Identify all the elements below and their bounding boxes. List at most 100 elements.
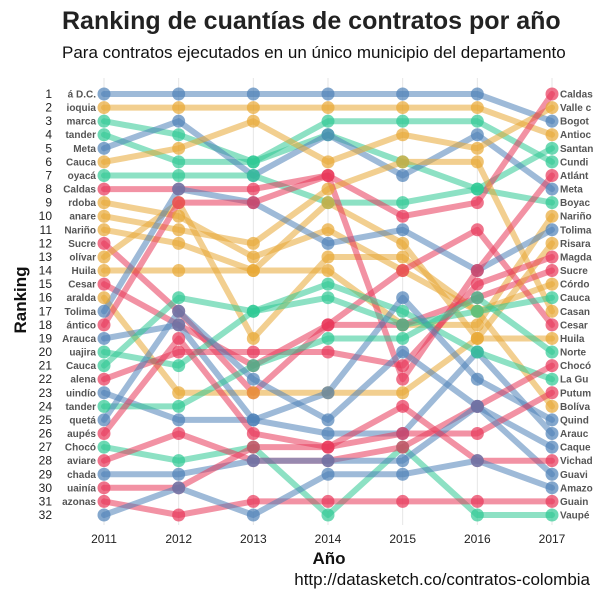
right-series-label: Cauca	[560, 293, 590, 304]
rank-tick-label: 30	[39, 481, 53, 495]
right-series-label: Boyac	[560, 198, 590, 209]
data-point	[470, 182, 484, 196]
data-point	[172, 399, 186, 413]
data-point	[321, 508, 335, 522]
data-point	[97, 386, 111, 400]
rank-tick-label: 6	[45, 155, 52, 169]
data-point	[321, 250, 335, 264]
data-point	[246, 413, 260, 427]
data-point	[97, 168, 111, 182]
data-point	[545, 155, 559, 169]
rank-tick-label: 14	[39, 264, 53, 278]
data-point	[545, 182, 559, 196]
rank-tick-label: 31	[39, 494, 53, 508]
data-point	[321, 440, 335, 454]
data-point	[321, 114, 335, 128]
rank-tick-label: 20	[39, 345, 53, 359]
right-series-label: Putum	[560, 388, 591, 399]
data-point	[545, 345, 559, 359]
right-series-label: Guavi	[560, 470, 588, 481]
year-tick-label: 2011	[91, 532, 117, 546]
left-series-label: Cesar	[68, 280, 96, 291]
right-series-label: Cundi	[560, 157, 589, 168]
data-point	[246, 508, 260, 522]
data-point	[321, 318, 335, 332]
left-series-label: marca	[67, 117, 97, 128]
data-point	[97, 413, 111, 427]
data-point	[470, 372, 484, 386]
data-point	[470, 264, 484, 278]
rank-tick-label: 26	[39, 427, 53, 441]
left-series-label: aviare	[67, 456, 96, 467]
data-point	[321, 277, 335, 291]
data-point	[172, 168, 186, 182]
left-series-label: Huila	[72, 266, 97, 277]
data-point	[97, 508, 111, 522]
data-point	[545, 168, 559, 182]
data-point	[545, 236, 559, 250]
data-point	[396, 114, 410, 128]
source-caption: http://datasketch.co/contratos-colombia	[294, 570, 590, 589]
data-point	[545, 440, 559, 454]
left-series-label: tander	[65, 130, 96, 141]
year-tick-label: 2014	[315, 532, 342, 546]
right-series-label: Vaupé	[560, 511, 590, 522]
data-point	[545, 359, 559, 373]
data-point	[545, 264, 559, 278]
data-point	[545, 250, 559, 264]
left-series-label: quetá	[69, 415, 96, 426]
data-point	[97, 331, 111, 345]
data-point	[396, 304, 410, 318]
data-point	[396, 454, 410, 468]
data-point	[97, 399, 111, 413]
rank-tick-label: 10	[39, 209, 53, 223]
data-point	[172, 304, 186, 318]
data-point	[321, 345, 335, 359]
data-point	[545, 454, 559, 468]
right-series-label: Huila	[560, 334, 585, 345]
data-point	[545, 508, 559, 522]
data-point	[396, 196, 410, 210]
left-series-label: Arauca	[62, 334, 96, 345]
data-point	[396, 101, 410, 115]
left-series-label: azonas	[62, 497, 96, 508]
data-point	[321, 128, 335, 142]
rank-tick-label: 25	[39, 413, 53, 427]
data-point	[545, 277, 559, 291]
data-point	[321, 386, 335, 400]
right-series-label: Vichad	[560, 456, 593, 467]
data-point	[321, 264, 335, 278]
data-point	[545, 413, 559, 427]
data-point	[396, 236, 410, 250]
data-point	[246, 345, 260, 359]
right-series-label: Santan	[560, 144, 593, 155]
left-series-label: Nariño	[64, 225, 96, 236]
data-point	[470, 87, 484, 101]
rank-ticks: 1234567891011121314151617181920212223242…	[39, 87, 53, 522]
right-series-label: Nariño	[560, 212, 592, 223]
data-point	[470, 304, 484, 318]
right-series-label: Norte	[560, 348, 587, 359]
left-series-label: uainía	[67, 483, 96, 494]
data-point	[172, 481, 186, 495]
rank-tick-label: 18	[39, 318, 53, 332]
data-point	[396, 331, 410, 345]
right-series-label: Risara	[560, 239, 591, 250]
data-point	[396, 372, 410, 386]
data-point	[172, 209, 186, 223]
data-point	[246, 87, 260, 101]
data-point	[97, 467, 111, 481]
data-point	[172, 236, 186, 250]
data-point	[97, 223, 111, 237]
rank-tick-label: 15	[39, 277, 53, 291]
left-series-label: á D.C.	[68, 90, 97, 101]
left-series-label: Cauca	[66, 361, 96, 372]
data-point	[545, 372, 559, 386]
data-point	[172, 427, 186, 441]
data-point	[97, 236, 111, 250]
data-point	[97, 87, 111, 101]
data-point	[172, 87, 186, 101]
data-point	[396, 440, 410, 454]
data-point	[97, 101, 111, 115]
data-point	[470, 291, 484, 305]
